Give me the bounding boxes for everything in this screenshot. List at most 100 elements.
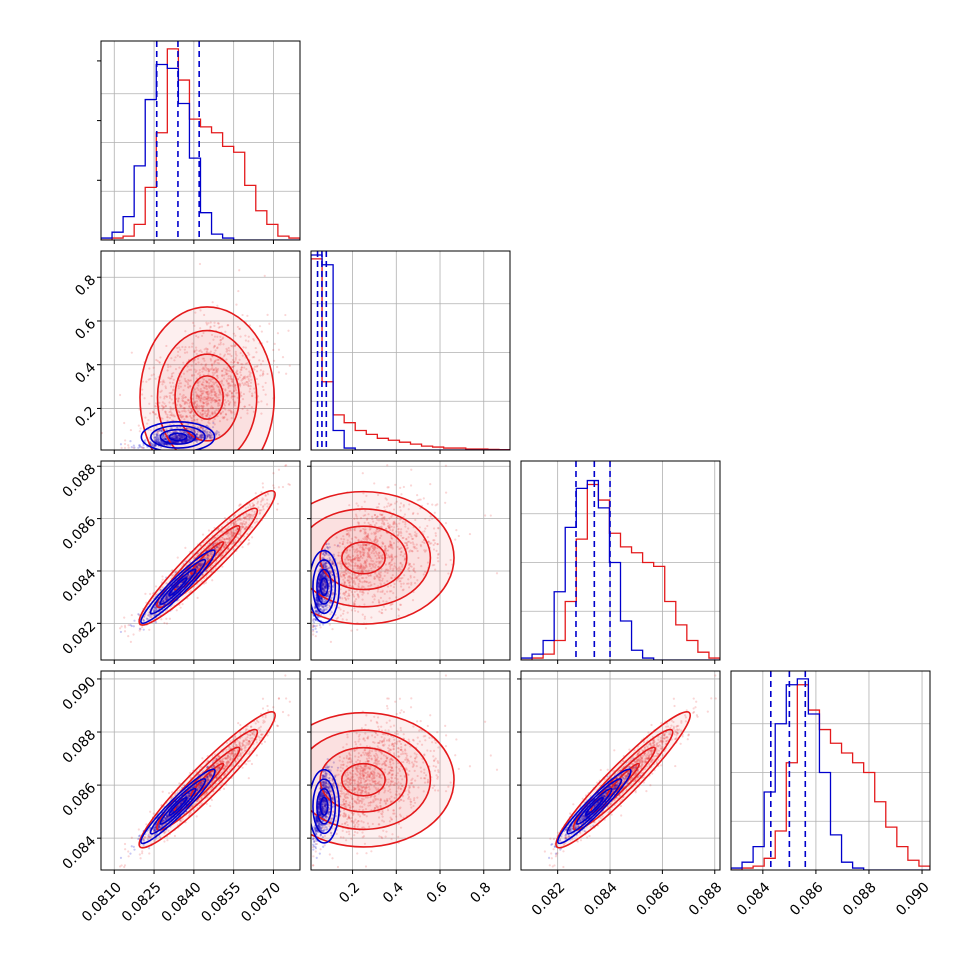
scatter-point xyxy=(172,388,175,391)
scatter-point xyxy=(216,400,219,403)
scatter-point xyxy=(247,375,250,378)
scatter-point xyxy=(218,389,221,392)
scatter-point xyxy=(200,394,203,397)
scatter-point xyxy=(206,381,209,384)
scatter-point xyxy=(234,523,237,526)
scatter-point xyxy=(220,412,223,415)
scatter-point xyxy=(180,436,183,440)
scatter-point xyxy=(189,429,192,432)
scatter-point xyxy=(268,322,271,325)
scatter-point xyxy=(217,552,220,555)
scatter-point xyxy=(139,628,142,631)
scatter-point xyxy=(211,366,214,370)
scatter-point xyxy=(202,401,206,405)
scatter-point xyxy=(188,406,191,409)
scatter-point xyxy=(214,398,217,402)
scatter-point xyxy=(188,402,191,405)
scatter-point xyxy=(173,437,176,440)
scatter-point xyxy=(219,343,222,346)
scatter-point xyxy=(226,372,229,375)
scatter-point xyxy=(212,388,216,391)
scatter-point xyxy=(178,436,181,439)
scatter-point xyxy=(209,407,212,410)
scatter-point xyxy=(230,377,233,381)
scatter-point xyxy=(454,538,457,541)
scatter-point xyxy=(213,537,216,540)
scatter-point xyxy=(225,550,228,553)
scatter-point xyxy=(202,401,205,405)
scatter-point xyxy=(185,415,188,418)
scatter-point xyxy=(216,335,219,338)
scatter-point xyxy=(228,540,231,543)
scatter-point xyxy=(252,356,256,359)
scatter-point xyxy=(228,369,231,373)
scatter-point xyxy=(182,415,185,418)
scatter-point xyxy=(182,396,185,399)
scatter-point xyxy=(247,513,250,517)
scatter-point xyxy=(164,598,167,601)
scatter-point xyxy=(218,539,221,542)
scatter-point xyxy=(209,566,212,569)
scatter-point xyxy=(159,446,163,449)
scatter-point xyxy=(165,395,169,399)
scatter-point xyxy=(186,415,189,418)
scatter-point xyxy=(211,381,215,384)
scatter-point xyxy=(164,412,168,415)
scatter-point xyxy=(239,503,242,506)
scatter-point xyxy=(214,401,217,404)
scatter-point xyxy=(141,446,144,449)
scatter-point xyxy=(199,399,202,402)
scatter-point xyxy=(241,398,245,401)
scatter-point xyxy=(182,361,185,364)
scatter-point xyxy=(210,401,213,404)
scatter-point xyxy=(217,404,220,407)
scatter-point xyxy=(225,543,228,547)
scatter-point xyxy=(231,380,234,383)
scatter-point xyxy=(221,416,224,419)
scatter-point xyxy=(155,440,158,443)
scatter-point xyxy=(152,366,155,369)
scatter-point xyxy=(219,538,222,542)
scatter-point xyxy=(187,433,190,437)
scatter-point xyxy=(241,525,244,528)
scatter-point xyxy=(216,367,220,370)
scatter-point xyxy=(247,377,250,381)
scatter-point xyxy=(171,440,174,444)
scatter-point xyxy=(179,426,182,429)
scatter-point xyxy=(214,390,217,394)
scatter-point xyxy=(170,407,173,410)
scatter-point xyxy=(196,407,199,410)
scatter-point xyxy=(183,377,187,380)
scatter-point xyxy=(190,364,193,367)
scatter-point xyxy=(198,371,201,374)
scatter-point xyxy=(211,412,214,415)
scatter-point xyxy=(162,442,165,445)
scatter-point xyxy=(189,590,193,593)
scatter-point xyxy=(231,358,234,362)
scatter-point xyxy=(240,362,243,366)
scatter-point xyxy=(199,374,202,377)
scatter-point xyxy=(181,435,184,438)
scatter-point xyxy=(239,351,242,355)
scatter-point xyxy=(239,335,242,338)
scatter-point xyxy=(193,430,197,434)
scatter-point xyxy=(263,503,267,506)
scatter-point xyxy=(138,445,142,448)
scatter-point xyxy=(167,376,170,379)
scatter-point xyxy=(151,444,155,447)
scatter-point xyxy=(175,437,178,440)
scatter-point xyxy=(241,525,244,528)
scatter-point xyxy=(171,440,174,443)
scatter-point xyxy=(264,493,267,497)
scatter-point xyxy=(261,486,265,489)
scatter-point xyxy=(220,554,224,557)
scatter-point xyxy=(150,394,153,398)
scatter-point xyxy=(230,344,233,347)
scatter-point xyxy=(233,390,236,393)
scatter-point xyxy=(141,393,144,396)
scatter-point xyxy=(225,537,229,540)
scatter-point xyxy=(181,395,184,398)
scatter-point xyxy=(193,324,196,327)
scatter-point xyxy=(211,579,214,582)
